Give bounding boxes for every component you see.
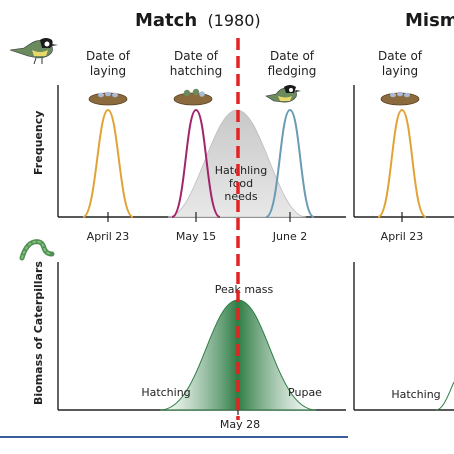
laying-label-line1: Date of: [86, 49, 131, 63]
peak-mass-label: Peak mass: [215, 283, 274, 296]
tick-label-june-2: June 2: [272, 230, 307, 243]
food-needs-line1: Hatchling: [215, 164, 267, 177]
nest-icon: [380, 91, 420, 106]
mismatch-tick-label: April 23: [381, 230, 424, 243]
mismatch-laying-curve: [377, 108, 427, 218]
mismatch-hatching-label: Hatching: [391, 388, 440, 401]
tick-label-may-15: May 15: [176, 230, 216, 243]
mismatch-title: Mism: [405, 10, 454, 31]
hatching-label-line1: Date of: [174, 49, 219, 63]
hatching-curve: [171, 108, 221, 218]
nest-icon: [173, 88, 213, 106]
laying-curve: [82, 108, 134, 218]
pupae-label: Pupae: [288, 386, 322, 399]
hatching-label-line2: hatching: [170, 64, 222, 78]
nest-icon: [88, 91, 128, 106]
bird-icon: [265, 85, 301, 103]
food-needs-line3: needs: [224, 190, 257, 203]
mismatch-laying-label-line1: Date of: [378, 49, 423, 63]
mismatch-laying-label-line2: laying: [382, 64, 418, 78]
hatching-label: Hatching: [141, 386, 190, 399]
bottom-y-axis-label: Biomass of Caterpillars: [32, 261, 45, 405]
tick-label-april-23: April 23: [87, 230, 130, 243]
mismatch-caterpillar-curve: [435, 381, 454, 411]
bird-icon: [9, 38, 58, 65]
match-title: Match (1980): [135, 10, 261, 31]
top-y-axis-label: Frequency: [32, 111, 45, 175]
food-needs-line2: food: [229, 177, 253, 190]
caterpillar-icon: [19, 239, 55, 261]
tick-label-may-28: May 28: [220, 418, 260, 431]
fledging-label-line1: Date of: [270, 49, 315, 63]
fledging-curve: [265, 108, 315, 218]
fledging-label-line2: fledging: [268, 64, 317, 78]
laying-label-line2: laying: [90, 64, 126, 78]
